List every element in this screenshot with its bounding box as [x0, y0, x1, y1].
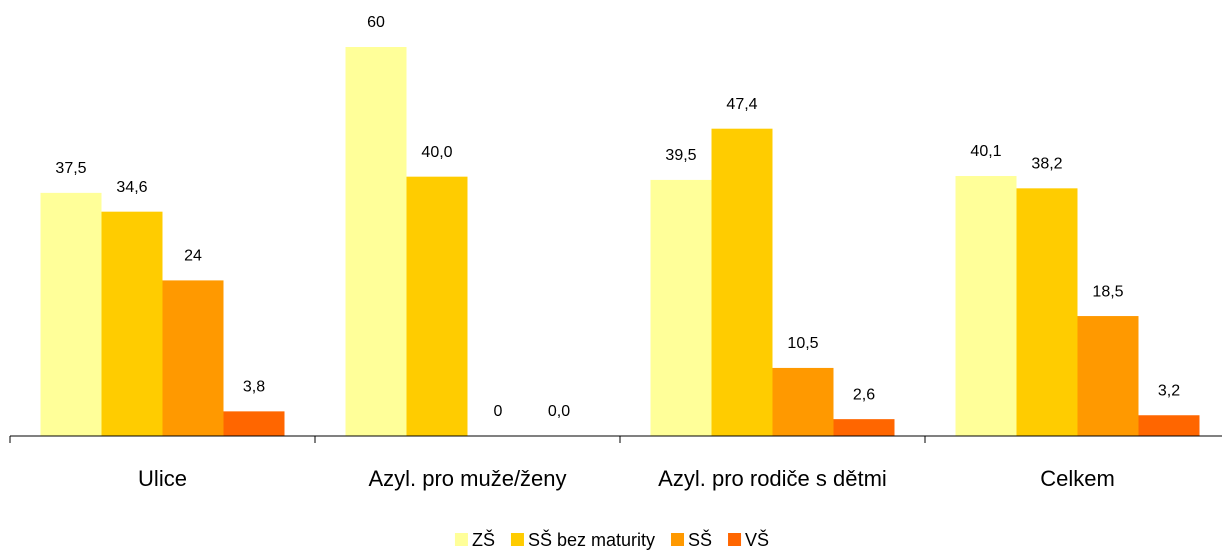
- legend-label: ZŠ: [472, 529, 495, 550]
- data-label: 18,5: [1092, 283, 1123, 300]
- data-label: 3,8: [243, 379, 265, 396]
- legend-swatch: [671, 533, 685, 546]
- data-label: 60: [367, 14, 385, 31]
- legend-swatch: [454, 533, 468, 546]
- bar: [40, 192, 102, 436]
- legend-label: SŠ bez maturity: [528, 529, 655, 550]
- data-label: 0,0: [548, 403, 570, 420]
- legend-swatch: [728, 533, 742, 546]
- x-tick-label: Ulice: [138, 466, 187, 491]
- bar: [833, 419, 895, 436]
- data-label: 40,0: [421, 144, 452, 161]
- bar: [406, 176, 468, 436]
- data-label: 39,5: [665, 147, 696, 164]
- legend-swatch: [510, 533, 524, 546]
- x-tick-label: Azyl. pro muže/ženy: [368, 466, 566, 491]
- bar: [1138, 415, 1200, 436]
- bar: [162, 280, 224, 436]
- data-label: 10,5: [787, 335, 818, 352]
- data-label: 37,5: [55, 160, 86, 177]
- legend-label: SŠ: [688, 529, 712, 550]
- bar: [223, 411, 285, 436]
- data-label: 47,4: [726, 96, 757, 113]
- data-label: 3,2: [1158, 382, 1180, 399]
- bar: [772, 367, 834, 436]
- data-label: 24: [184, 248, 202, 265]
- data-label: 34,6: [116, 179, 147, 196]
- x-tick-label: Azyl. pro rodiče s dětmi: [658, 466, 887, 491]
- data-label: 2,6: [853, 386, 875, 403]
- data-label: 40,1: [970, 143, 1001, 160]
- data-label: 0: [494, 403, 503, 420]
- x-tick-label: Celkem: [1040, 466, 1115, 491]
- bar: [345, 47, 407, 436]
- legend-label: VŠ: [745, 529, 769, 550]
- bar: [650, 179, 712, 437]
- bar: [1016, 188, 1078, 436]
- data-label: 38,2: [1031, 156, 1062, 173]
- bar: [101, 211, 163, 436]
- bar: [955, 176, 1017, 437]
- bar: [711, 128, 773, 436]
- bar: [1077, 316, 1139, 436]
